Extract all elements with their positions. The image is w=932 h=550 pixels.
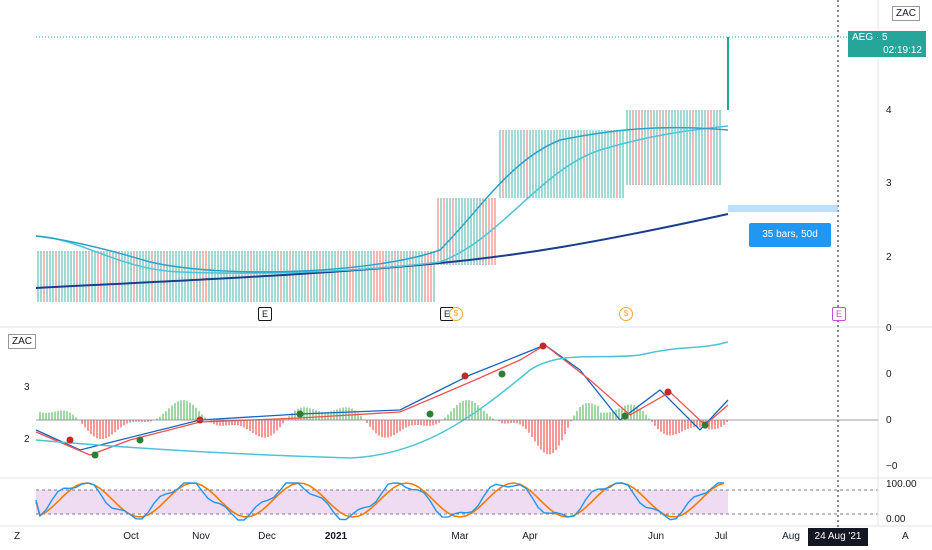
- slow-line: [35, 344, 729, 456]
- month-label-nov: Nov: [192, 531, 210, 542]
- month-label-jun: Jun: [647, 531, 665, 542]
- overlay-lines: [0, 0, 932, 528]
- cross-dot: [296, 410, 304, 418]
- cross-dot: [461, 372, 469, 380]
- month-label-aug: Aug: [782, 531, 800, 542]
- moving-average-line: [35, 126, 729, 273]
- dividend-event-icon[interactable]: $: [449, 307, 463, 321]
- cross-dot: [498, 370, 506, 378]
- month-label-apr: Apr: [522, 531, 538, 542]
- moving-average-line: [35, 125, 729, 274]
- month-label-2021: 2021: [324, 531, 348, 542]
- cross-dot: [539, 342, 547, 350]
- earnings-event-icon[interactable]: E: [258, 307, 272, 321]
- signal-line: [35, 341, 729, 459]
- range-band: [728, 205, 838, 212]
- symbol-tag-top[interactable]: ZAC: [892, 6, 920, 21]
- osc-axis-top: 0: [886, 323, 892, 334]
- crosshair-date-label: 24 Aug '21: [808, 528, 868, 546]
- future-earnings-event-icon[interactable]: E: [832, 307, 846, 321]
- cross-dot: [621, 412, 629, 420]
- stoch-axis-0: 0.00: [886, 514, 906, 525]
- price-axis-2: 2: [886, 252, 892, 263]
- last-price-tag: AEG · 5 02:19:12: [848, 31, 926, 57]
- timezone-button[interactable]: Z: [14, 531, 21, 542]
- cross-dot: [701, 421, 709, 429]
- symbol-tag-oscillator[interactable]: ZAC: [8, 334, 36, 349]
- month-label-oct: Oct: [123, 531, 139, 542]
- stochastic-k-line: [35, 482, 724, 521]
- stoch-axis-100: 100.00: [886, 479, 917, 490]
- price-pane: [35, 37, 729, 302]
- stochastic-pane: [35, 482, 878, 521]
- price-tag-countdown: 02:19:12: [883, 45, 922, 56]
- price-tag-symbol: AEG · 5: [852, 32, 888, 43]
- range-measure-label[interactable]: 35 bars, 50d: [749, 223, 831, 247]
- price-axis-3: 3: [886, 178, 892, 189]
- price-axis-4: 4: [886, 105, 892, 116]
- cross-dot: [136, 436, 144, 444]
- fast-line: [35, 344, 729, 451]
- stochastic-d-line: [35, 482, 725, 518]
- left-axis-2: 2: [24, 434, 30, 445]
- oscillator-pane: [35, 341, 729, 459]
- osc-axis-upper: 0: [886, 369, 892, 380]
- cross-dot: [91, 451, 99, 459]
- cross-dot: [664, 388, 672, 396]
- auto-scale-button[interactable]: A: [902, 531, 909, 542]
- cross-dot: [426, 410, 434, 418]
- month-label-dec: Dec: [258, 531, 276, 542]
- osc-axis-zero: 0: [886, 415, 892, 426]
- cross-dot: [66, 436, 74, 444]
- month-label-mar: Mar: [451, 531, 469, 542]
- month-label-jul: Jul: [714, 531, 728, 542]
- left-axis-3: 3: [24, 382, 30, 393]
- dividend-event-icon[interactable]: $: [619, 307, 633, 321]
- osc-axis-neg: −0: [886, 461, 898, 472]
- long-moving-average-line: [35, 213, 729, 289]
